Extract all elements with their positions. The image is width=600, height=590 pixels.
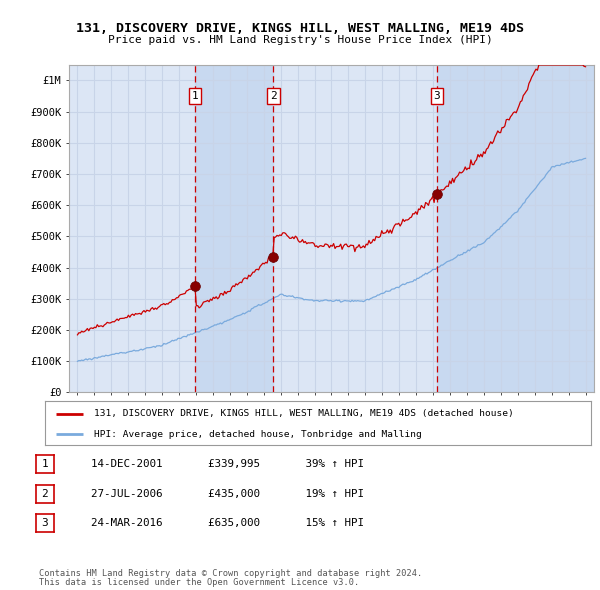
Text: 27-JUL-2006       £435,000       19% ↑ HPI: 27-JUL-2006 £435,000 19% ↑ HPI xyxy=(65,489,364,499)
Text: HPI: Average price, detached house, Tonbridge and Malling: HPI: Average price, detached house, Tonb… xyxy=(94,430,422,439)
Text: 1: 1 xyxy=(41,460,49,469)
Text: 2: 2 xyxy=(41,489,49,499)
Bar xyxy=(437,65,594,392)
Text: Price paid vs. HM Land Registry's House Price Index (HPI): Price paid vs. HM Land Registry's House … xyxy=(107,35,493,45)
Text: 3: 3 xyxy=(434,91,440,101)
Text: 24-MAR-2016       £635,000       15% ↑ HPI: 24-MAR-2016 £635,000 15% ↑ HPI xyxy=(65,519,364,528)
Text: 1: 1 xyxy=(192,91,199,101)
Text: 131, DISCOVERY DRIVE, KINGS HILL, WEST MALLING, ME19 4DS (detached house): 131, DISCOVERY DRIVE, KINGS HILL, WEST M… xyxy=(94,409,514,418)
Text: This data is licensed under the Open Government Licence v3.0.: This data is licensed under the Open Gov… xyxy=(39,578,359,588)
Text: 2: 2 xyxy=(270,91,277,101)
Text: 131, DISCOVERY DRIVE, KINGS HILL, WEST MALLING, ME19 4DS: 131, DISCOVERY DRIVE, KINGS HILL, WEST M… xyxy=(76,22,524,35)
Text: Contains HM Land Registry data © Crown copyright and database right 2024.: Contains HM Land Registry data © Crown c… xyxy=(39,569,422,578)
Text: 3: 3 xyxy=(41,519,49,528)
Bar xyxy=(196,65,274,392)
Text: 14-DEC-2001       £339,995       39% ↑ HPI: 14-DEC-2001 £339,995 39% ↑ HPI xyxy=(65,460,364,469)
